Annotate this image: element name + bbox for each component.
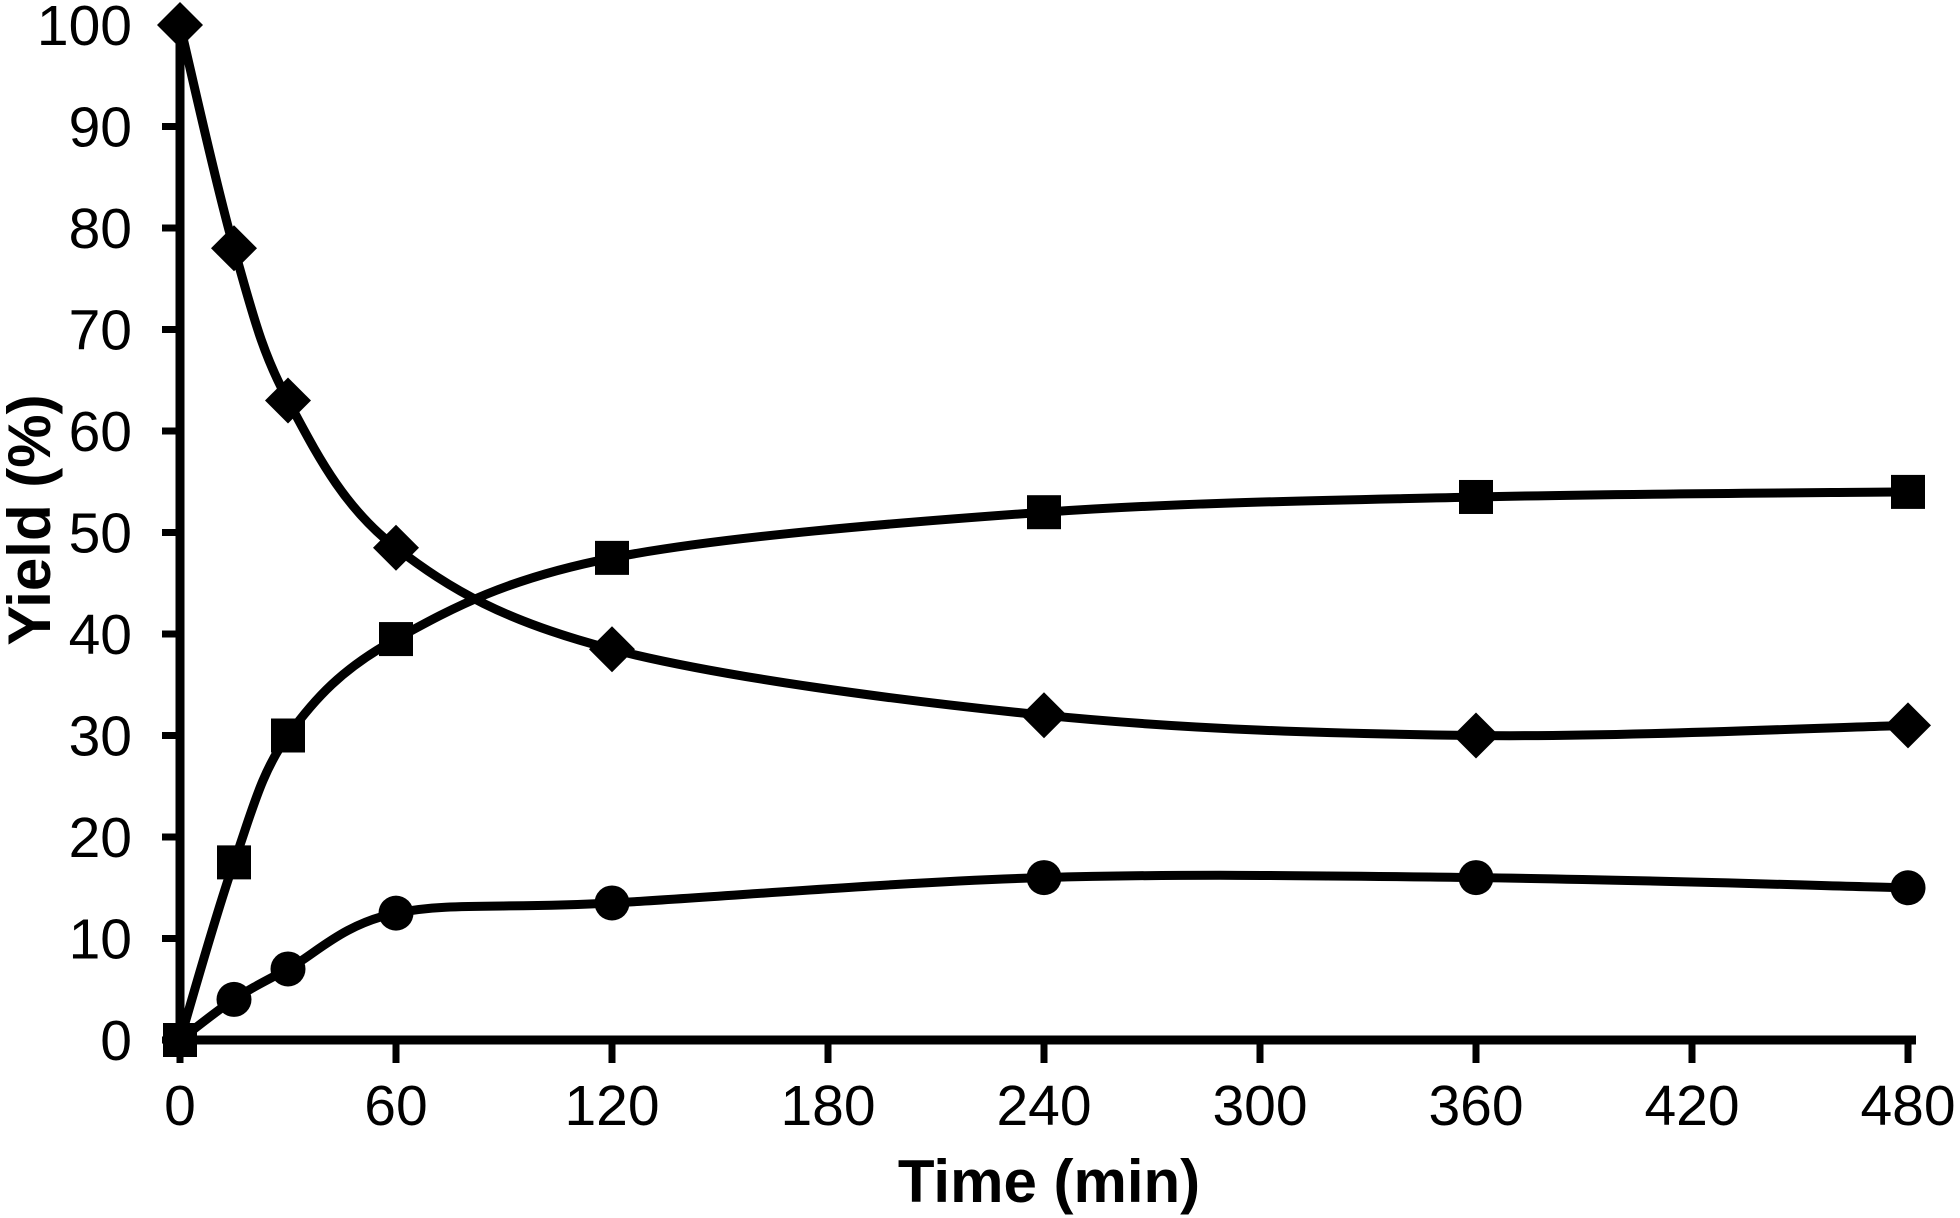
y-tick-label: 10 [69, 907, 132, 971]
square-series-marker-square [1891, 474, 1925, 509]
diamond-series-marker-diamond [1453, 712, 1499, 759]
square-series-marker-square [217, 845, 251, 880]
x-axis-title: Time (min) [898, 1148, 1200, 1215]
y-tick-label: 90 [69, 95, 132, 159]
circle-series-marker-circle [216, 981, 252, 1017]
plot-area: 0 10 20 30 40 50 60 70 80 90 100 0 60 120 180 240 300 360… [37, 0, 1956, 1138]
x-tick-label: 360 [1428, 1074, 1523, 1138]
square-series-marker-square [271, 718, 305, 753]
circle-series-marker-circle [594, 885, 630, 921]
x-tick-label: 240 [996, 1074, 1091, 1138]
diamond-series-marker-diamond [211, 225, 257, 272]
circle-series-line [175, 870, 1913, 1045]
y-tick-label: 70 [69, 298, 132, 362]
square-series-marker-square [595, 540, 629, 575]
x-tick-label: 60 [364, 1074, 427, 1138]
y-tick-label: 100 [37, 0, 132, 58]
diamond-series-line [175, 20, 1913, 741]
y-tick-label: 50 [69, 501, 132, 565]
circle-series-marker-circle [378, 895, 414, 931]
diamond-series-marker-diamond [589, 626, 635, 673]
square-series-marker-square [379, 622, 413, 657]
circle-series-marker-circle [270, 951, 306, 987]
y-axis-title: Yield (%) [0, 394, 63, 645]
diamond-series-marker-diamond [1021, 692, 1067, 739]
y-tick-label: 60 [69, 400, 132, 464]
square-series-marker-square [1027, 495, 1061, 530]
diamond-series-marker-diamond [157, 2, 203, 48]
diamond-series-marker-diamond [373, 524, 419, 571]
circle-series-marker-circle [1458, 860, 1494, 896]
diamond-series-marker-diamond [1885, 702, 1931, 749]
x-tick-label: 0 [164, 1074, 196, 1138]
x-tick-label: 300 [1212, 1074, 1307, 1138]
circle-series-marker-circle [1890, 870, 1926, 906]
x-tick-label: 480 [1860, 1074, 1955, 1138]
diamond-series-marker-diamond [265, 377, 311, 424]
x-tick-label: 180 [780, 1074, 875, 1138]
x-tick-label: 420 [1644, 1074, 1739, 1138]
y-tick-label: 0 [100, 1009, 132, 1073]
square-series-marker-square [1459, 479, 1493, 514]
y-tick-label: 20 [69, 806, 132, 870]
y-tick-label: 30 [69, 704, 132, 768]
square-series-marker-square [163, 1023, 197, 1057]
circle-series-marker-circle [1026, 860, 1062, 896]
x-tick-label: 120 [564, 1074, 659, 1138]
y-tick-label: 80 [69, 197, 132, 261]
y-tick-label: 40 [69, 603, 132, 667]
